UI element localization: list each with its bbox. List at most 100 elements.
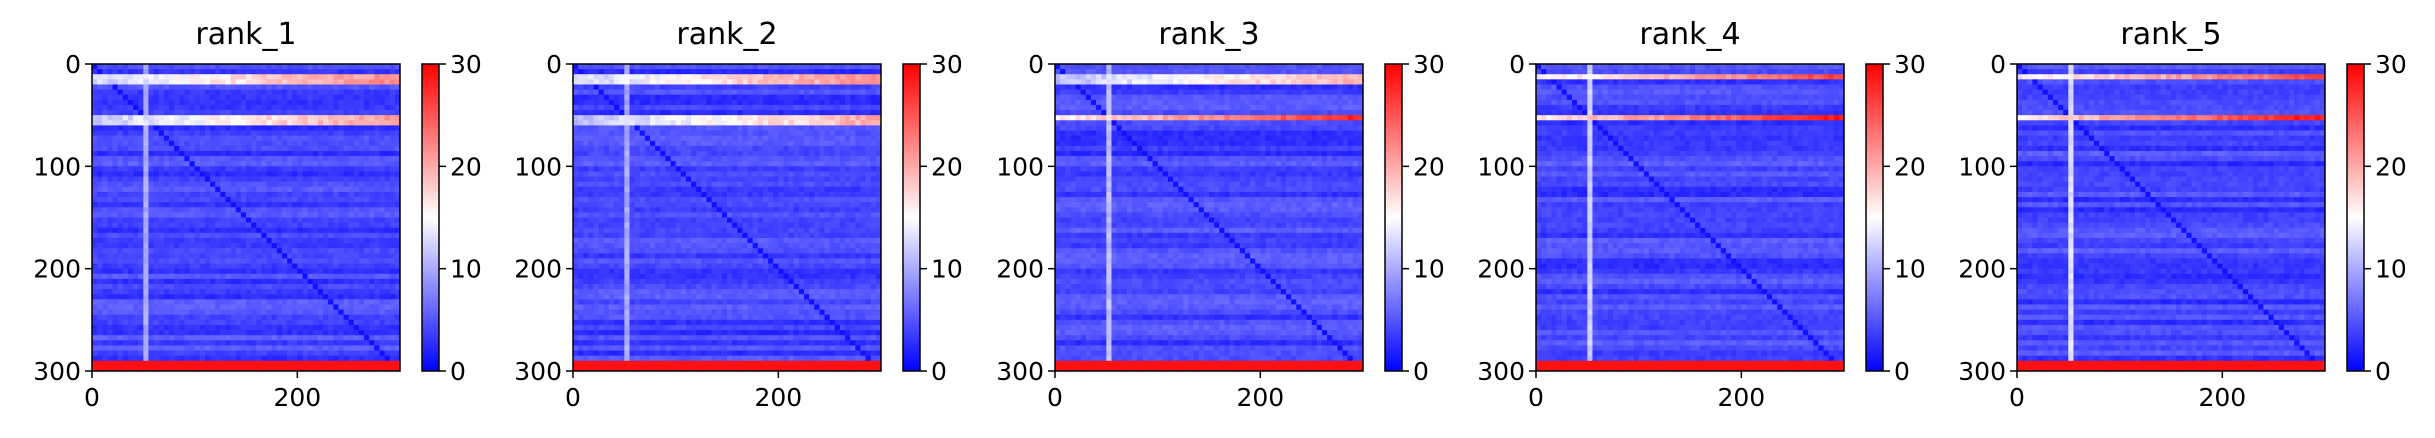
heatmap-cell [348,115,355,121]
heatmap-cell [276,156,283,162]
heatmap-cell [384,365,391,372]
heatmap-cell [148,253,154,259]
heatmap-cell [297,299,303,305]
heatmap-cell [158,197,165,203]
heatmap-cell [292,355,298,362]
heatmap-cell [747,150,754,157]
heatmap-cell [338,350,344,357]
heatmap-cell [174,289,180,295]
heatmap-cell [220,186,226,193]
heatmap-cell [153,212,160,218]
heatmap-cell [328,186,334,193]
heatmap-cell [302,115,308,121]
heatmap-cell [220,319,226,326]
heatmap-cell [394,171,401,177]
heatmap-cell [374,289,380,295]
heatmap-cell [138,212,144,218]
heatmap-cell [824,89,831,96]
heatmap-cell [225,319,231,326]
heatmap-cell [112,365,119,372]
heatmap-cell [133,79,139,85]
heatmap-cell [573,120,579,126]
heatmap-cell [174,263,180,270]
heatmap-cell [670,166,677,172]
heatmap-cell [583,145,589,152]
heatmap-cell [732,120,738,126]
heatmap-cell [189,217,196,224]
heatmap-cell [230,84,237,90]
heatmap-cell [573,140,579,147]
heatmap-cell [374,89,380,96]
heatmap-cell [374,278,380,285]
heatmap-cell [153,324,160,331]
heatmap-cell [240,202,247,208]
heatmap-cell [148,74,154,80]
heatmap-cell [814,166,820,172]
heatmap-cell [251,360,257,367]
heatmap-cell [379,289,385,295]
heatmap-cell [394,253,401,259]
heatmap-cell [834,110,841,116]
heatmap-cell [174,181,180,188]
heatmap-cell [757,79,764,85]
heatmap-cell [369,355,375,362]
heatmap-cell [97,314,103,321]
heatmap-cell [369,273,375,280]
heatmap-cell [297,314,303,321]
heatmap-cell [727,140,733,147]
heatmap-cell [112,212,119,218]
heatmap-cell [379,299,385,305]
heatmap-cell [281,145,288,152]
heatmap-cell [225,355,231,362]
heatmap-cell [598,156,605,162]
heatmap-cell [240,197,247,203]
heatmap-cell [143,176,149,183]
heatmap-cell [839,140,846,147]
heatmap-cell [107,284,113,290]
heatmap-cell [184,268,190,275]
heatmap-cell [194,268,201,275]
heatmap-cell [369,330,375,336]
heatmap-cell [122,330,129,336]
heatmap-cell [312,176,319,183]
heatmap-cell [292,217,298,224]
heatmap-cell [107,243,113,249]
heatmap-cell [809,69,815,75]
heatmap-cell [117,84,124,90]
heatmap-cell [614,171,620,177]
heatmap-cell [819,130,825,137]
heatmap-cell [210,135,216,142]
heatmap-cell [603,145,610,152]
heatmap-cell [230,284,237,290]
heatmap-cell [394,207,401,213]
heatmap-cell [394,130,401,137]
heatmap-cell [747,79,754,85]
heatmap-cell [256,330,262,336]
heatmap-cell [287,207,293,213]
heatmap-cell [287,319,293,326]
heatmap-cell [333,232,339,239]
heatmap-cell [127,355,134,362]
heatmap-cell [328,212,334,218]
heatmap-cell [317,248,324,254]
heatmap-cell [302,299,308,305]
heatmap-cell [210,268,216,275]
heatmap-cell [153,237,160,244]
heatmap-cell [619,79,625,85]
heatmap-cell [865,94,872,101]
heatmap-cell [353,248,360,254]
heatmap-cell [230,222,237,229]
heatmap-cell [819,99,825,106]
heatmap-cell [793,166,800,172]
heatmap-cell [819,94,825,101]
heatmap-cell [307,212,314,218]
heatmap-cell [133,243,139,249]
heatmap-cell [670,145,677,152]
heatmap-cell [107,360,113,367]
heatmap-cell [302,278,308,285]
heatmap-cell [614,145,620,152]
heatmap-cell [240,171,247,177]
heatmap-cell [369,64,375,70]
heatmap-cell [127,350,134,357]
heatmap-cell [220,171,226,177]
